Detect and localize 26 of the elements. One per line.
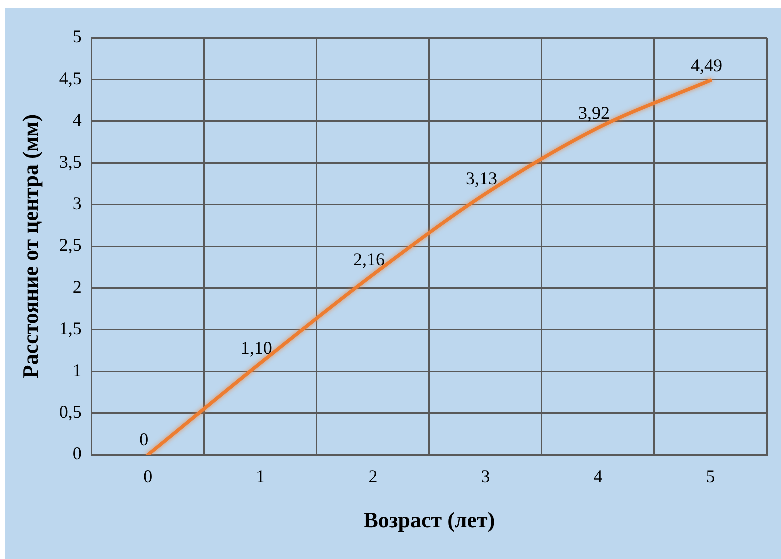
data-label: 4,49 [690, 55, 722, 76]
y-tick-label: 4,5 [59, 68, 82, 88]
y-tick-label: 1 [72, 360, 82, 380]
y-tick-label: 5 [72, 26, 82, 47]
y-tick-label: 0,5 [59, 402, 82, 422]
data-label: 3,92 [578, 102, 610, 123]
x-tick-label: 1 [256, 466, 266, 487]
y-tick-label: 1,5 [59, 318, 82, 339]
data-label: 1,10 [240, 338, 272, 358]
x-tick-label: 2 [368, 466, 378, 487]
y-tick-label: 2 [72, 276, 82, 297]
data-label: 2,16 [353, 250, 385, 270]
y-tick-label: 4 [72, 110, 82, 130]
data-label: 3,13 [466, 168, 498, 189]
line-series [146, 78, 712, 455]
x-axis-title: Возраст (лет) [364, 507, 496, 532]
data-label: 0 [140, 430, 149, 450]
y-tick-label: 3,5 [59, 152, 82, 172]
x-tick-label: 3 [481, 466, 490, 487]
y-tick-label: 0 [72, 444, 82, 464]
y-tick-label: 2,5 [59, 235, 82, 256]
y-tick-label: 3 [72, 194, 82, 214]
x-tick-label: 0 [144, 466, 153, 487]
x-tick-label: 5 [706, 466, 716, 487]
x-tick-label: 4 [594, 466, 603, 487]
y-axis-title: Расстояние от центра (мм) [18, 114, 43, 379]
